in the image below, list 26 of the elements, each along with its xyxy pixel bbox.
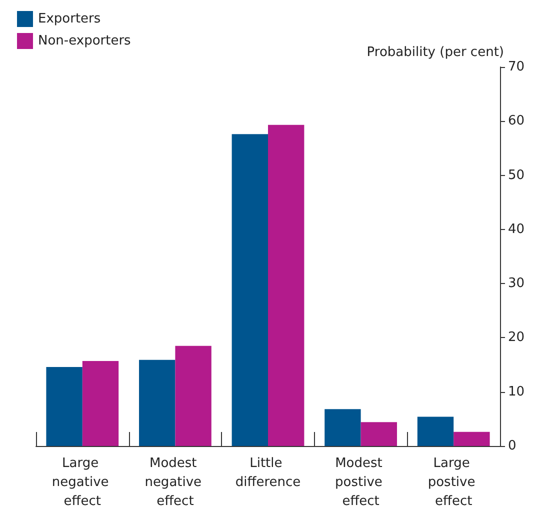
bar xyxy=(175,346,212,446)
y-axis-title: Probability (per cent) xyxy=(366,45,504,60)
bar xyxy=(232,134,268,446)
y-tick-label: 60 xyxy=(508,114,525,129)
x-tick-label: Large negative effect xyxy=(52,456,113,509)
bar xyxy=(46,366,82,446)
bar xyxy=(360,422,397,446)
x-tick-label: Modest postive effect xyxy=(335,456,387,509)
legend-label: Non-exporters xyxy=(38,34,132,48)
x-tick-label: Modest negative effect xyxy=(144,456,206,509)
y-tick-label: 50 xyxy=(508,168,525,183)
bar xyxy=(454,432,490,446)
y-tick-label: 70 xyxy=(508,60,525,74)
y-tick-label: 10 xyxy=(508,384,525,400)
y-tick-label: 0 xyxy=(508,438,516,454)
x-tick-label: Large postive effect xyxy=(428,456,480,509)
y-tick-label: 30 xyxy=(508,276,525,292)
legend-label: Exporters xyxy=(38,12,101,26)
bar xyxy=(324,409,361,446)
y-tick-label: 40 xyxy=(508,222,525,237)
bar xyxy=(268,124,304,446)
y-tick-label: 20 xyxy=(508,330,525,346)
x-tick-label: Little difference xyxy=(235,456,301,490)
bar xyxy=(139,360,176,446)
bar xyxy=(417,416,454,446)
bar xyxy=(82,360,119,446)
